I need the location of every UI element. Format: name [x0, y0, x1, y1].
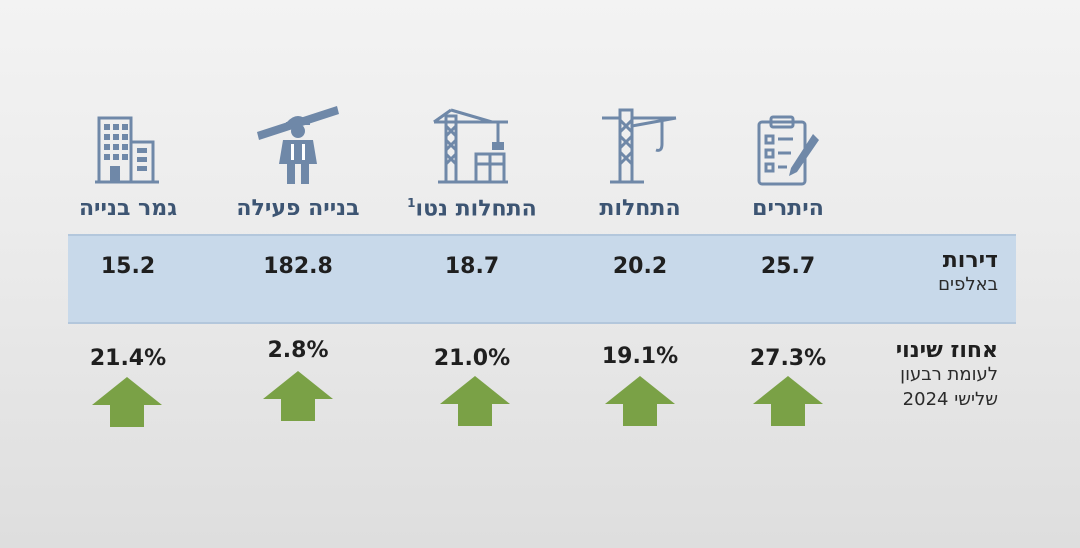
crane-building-icon	[382, 104, 562, 186]
construction-worker-icon	[208, 104, 388, 186]
up-arrow-icon	[605, 376, 675, 426]
row-label-change-sub2: שלישי 2024	[902, 388, 998, 410]
row-label-apartments-main: דירות	[942, 248, 998, 273]
column-title-completions: גמר בנייה	[78, 196, 178, 221]
row-label-change-sub1: לעומת רבעון	[900, 364, 998, 386]
value-completions: 15.2	[100, 254, 156, 279]
column-title-permits: היתרים	[752, 196, 824, 221]
change-net-starts: 21.0%	[433, 346, 511, 371]
row-label-change-main: אחוז שינוי	[895, 338, 998, 363]
change-permits: 27.3%	[749, 346, 827, 371]
row-label-change: אחוז שינוי לעומת רבעון שלישי 2024	[896, 338, 998, 412]
value-starts: 20.2	[612, 254, 668, 279]
column-title-net-starts: התחלות נטו1	[407, 196, 537, 222]
up-arrow-icon	[440, 376, 510, 426]
value-net-starts: 18.7	[444, 254, 500, 279]
up-arrow-icon	[263, 371, 333, 421]
column-title-active-construction: בנייה פעילה	[236, 196, 360, 221]
clipboard-checklist-icon	[698, 104, 878, 186]
change-active-construction: 2.8%	[267, 338, 329, 363]
row-label-apartments: דירות באלפים	[938, 248, 998, 298]
column-title-starts: התחלות	[599, 196, 681, 221]
value-permits: 25.7	[760, 254, 816, 279]
completed-building-icon	[38, 104, 218, 186]
row-label-apartments-sub: באלפים	[938, 274, 998, 296]
tower-crane-icon	[550, 104, 730, 186]
up-arrow-icon	[92, 377, 162, 427]
change-completions: 21.4%	[89, 346, 167, 371]
up-arrow-icon	[753, 376, 823, 426]
values-band	[68, 234, 1016, 324]
value-active-construction: 182.8	[263, 254, 333, 279]
change-starts: 19.1%	[601, 344, 679, 369]
